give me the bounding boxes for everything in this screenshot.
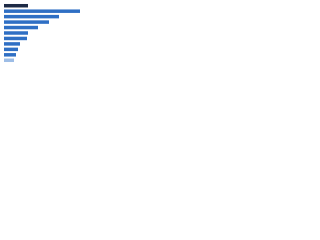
bar	[4, 3, 28, 8]
bar	[4, 9, 80, 13]
bar	[4, 53, 16, 57]
chart	[4, 3, 80, 63]
bar	[4, 25, 38, 30]
bar	[4, 14, 59, 19]
page: {"chart_data": {"type": "bar", "orientat…	[0, 0, 100, 71]
bar	[4, 47, 18, 52]
bar	[4, 31, 28, 35]
bar	[4, 42, 20, 46]
bar	[4, 58, 14, 63]
bar	[4, 20, 49, 24]
bar	[4, 36, 27, 41]
